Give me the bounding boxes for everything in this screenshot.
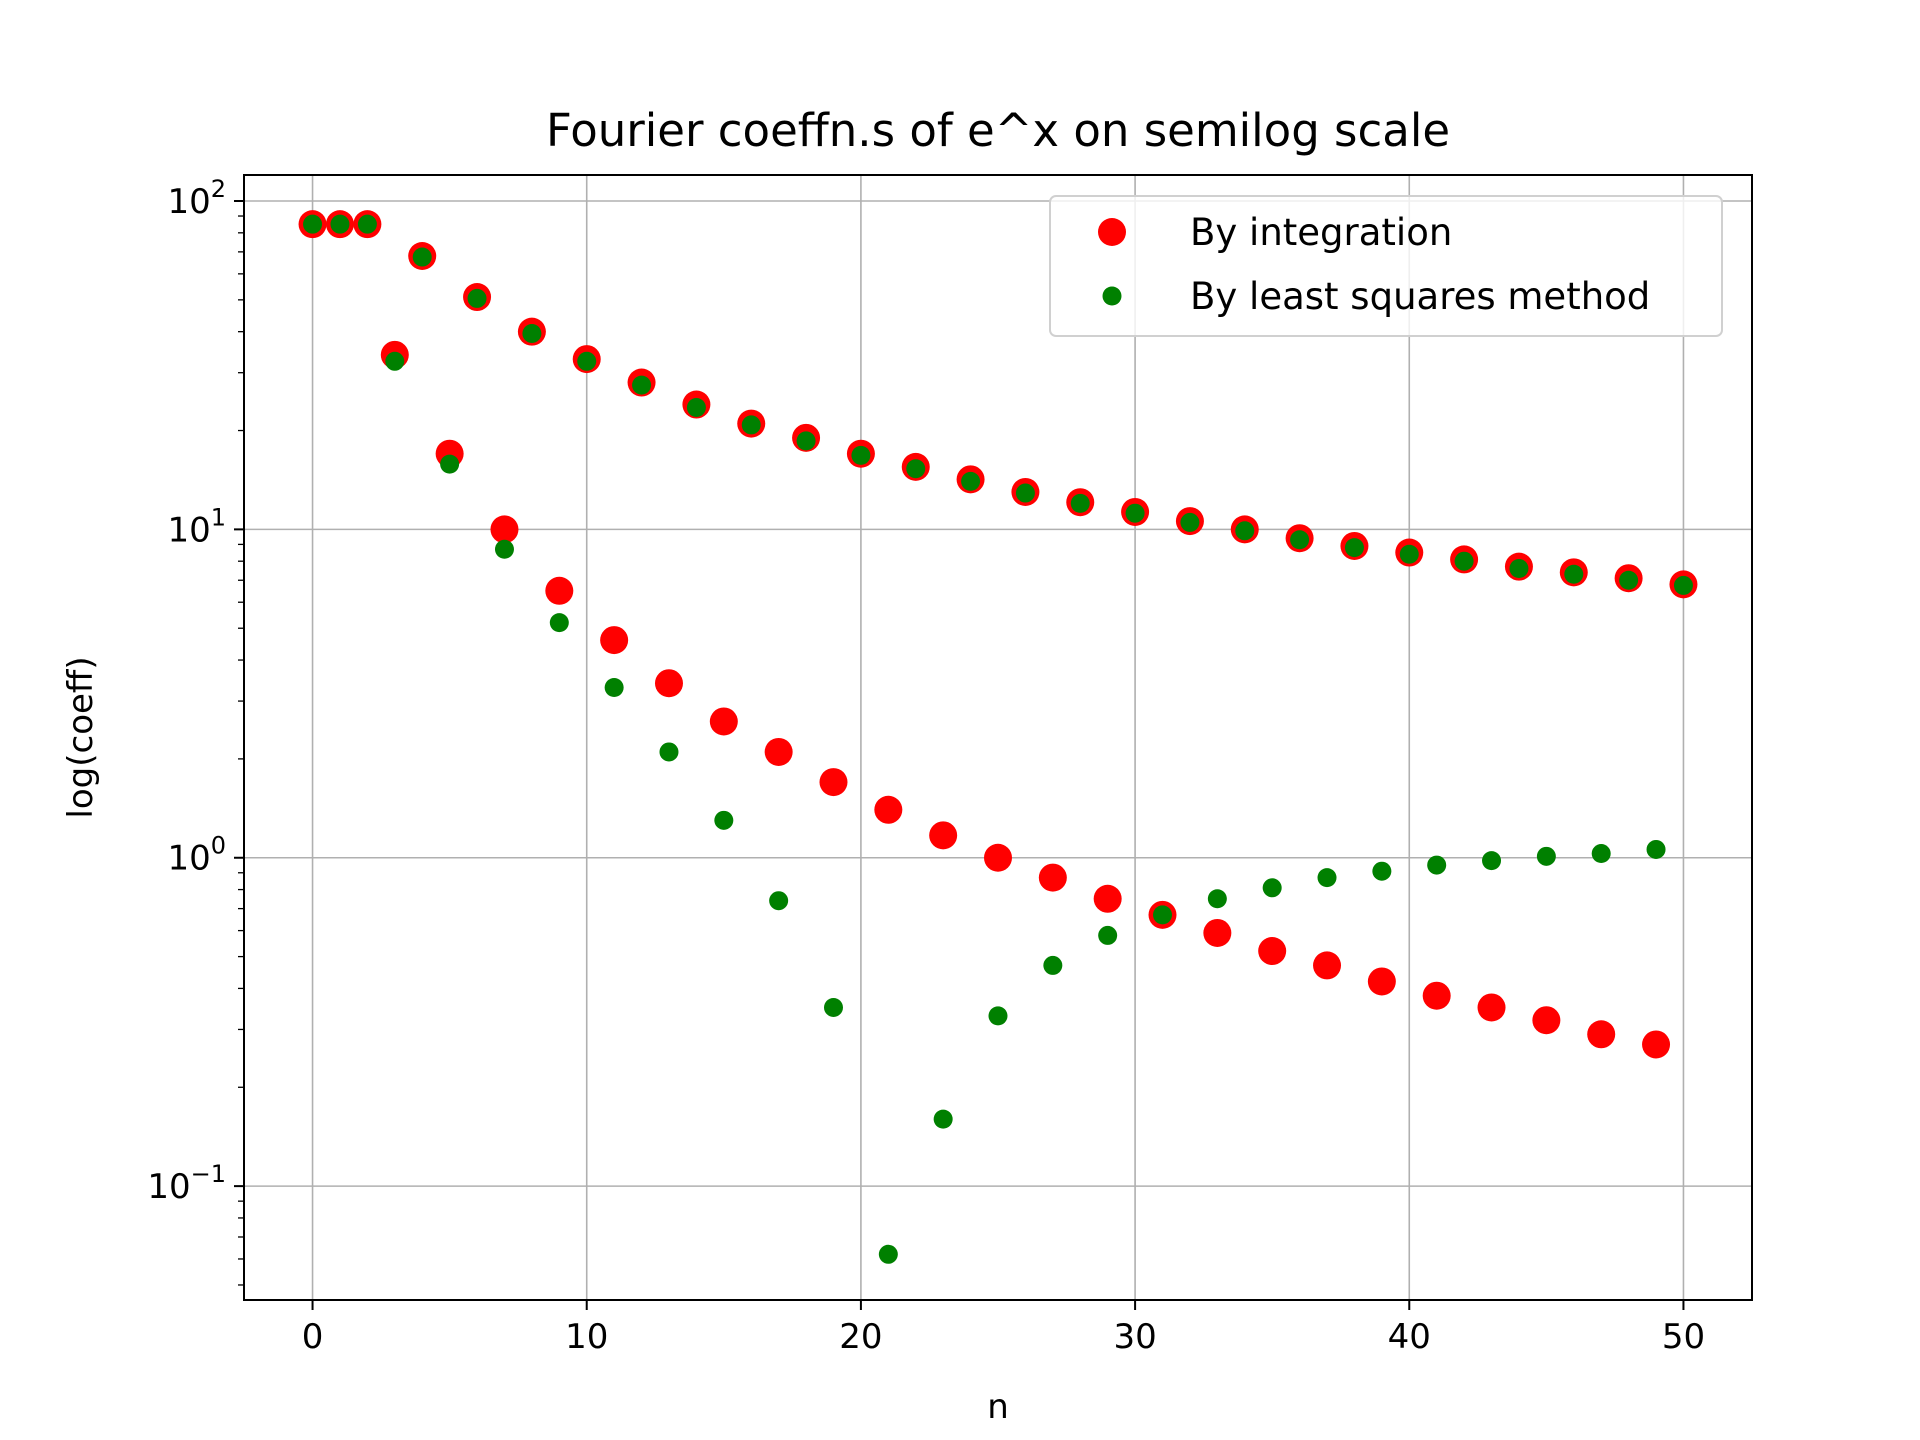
least-squares-point xyxy=(467,288,487,308)
legend: By integration By least squares method xyxy=(1049,195,1723,337)
chart-title: Fourier coeffn.s of e^x on semilog scale xyxy=(546,104,1450,157)
x-tick-label: 30 xyxy=(1113,1317,1156,1357)
y-axis-label: log(coeff) xyxy=(61,656,101,818)
least-squares-point xyxy=(440,454,460,474)
least-squares-point xyxy=(961,471,981,491)
least-squares-point xyxy=(1098,925,1118,945)
least-squares-point xyxy=(714,810,734,830)
legend-label: By integration xyxy=(1190,211,1452,254)
least-squares-point xyxy=(1372,861,1392,881)
integration-point xyxy=(1642,1030,1671,1059)
axis-ticks: 0 10 20 30 40 50 10−1 100 101 102 xyxy=(147,175,1705,1357)
least-squares-point xyxy=(1427,855,1447,875)
x-tick-label: 20 xyxy=(839,1317,882,1357)
least-squares-point xyxy=(604,677,624,697)
least-squares-point xyxy=(1262,878,1282,898)
x-axis-label: n xyxy=(987,1387,1009,1427)
least-squares-point xyxy=(878,1244,898,1264)
least-squares-point xyxy=(549,613,569,633)
least-squares-point xyxy=(1536,846,1556,866)
least-squares-point xyxy=(988,1006,1008,1026)
integration-point xyxy=(929,821,958,850)
integration-point xyxy=(984,843,1012,872)
x-tick-label: 40 xyxy=(1388,1317,1431,1357)
least-squares-point xyxy=(906,459,926,479)
least-squares-point xyxy=(357,214,377,234)
integration-point xyxy=(819,768,848,797)
integration-point xyxy=(764,737,793,766)
least-squares-point xyxy=(330,214,350,234)
integration-point xyxy=(545,576,574,605)
y-tick-label: 102 xyxy=(167,175,226,222)
integration-point xyxy=(1422,981,1451,1010)
integration-point xyxy=(1203,918,1232,947)
x-tick-label: 0 xyxy=(302,1317,324,1357)
least-squares-point xyxy=(933,1109,953,1129)
integration-point xyxy=(874,795,903,824)
least-squares-point xyxy=(1207,889,1227,909)
legend-label: By least squares method xyxy=(1190,275,1650,318)
integration-point xyxy=(709,707,738,736)
least-squares-point xyxy=(1482,851,1502,871)
legend-marker xyxy=(1102,286,1122,306)
integration-point xyxy=(1093,884,1122,913)
integration-point xyxy=(1313,951,1342,980)
least-squares-point xyxy=(1015,483,1035,503)
least-squares-point xyxy=(659,742,679,762)
integration-point xyxy=(600,626,629,655)
least-squares-point xyxy=(686,398,706,418)
legend-box xyxy=(1049,195,1723,337)
integration-point xyxy=(1258,937,1287,966)
least-squares-point xyxy=(1619,570,1639,590)
least-squares-point xyxy=(796,431,816,451)
plot-frame xyxy=(243,174,1753,1301)
least-squares-point xyxy=(1153,905,1173,925)
least-squares-point xyxy=(769,891,789,911)
least-squares-point xyxy=(1564,564,1584,584)
least-squares-point xyxy=(823,997,843,1017)
least-squares-point xyxy=(1290,530,1310,550)
least-squares-point xyxy=(1344,538,1364,558)
least-squares-point xyxy=(1509,559,1529,579)
least-squares-point xyxy=(741,415,761,435)
y-tick-label: 101 xyxy=(167,503,226,550)
least-squares-point xyxy=(1235,521,1255,541)
least-squares-point xyxy=(1317,868,1337,888)
integration-point xyxy=(1367,967,1396,996)
data-points xyxy=(298,210,1698,1264)
least-squares-point xyxy=(1125,503,1145,523)
least-squares-point xyxy=(1454,551,1474,571)
least-squares-point xyxy=(1399,544,1419,564)
least-squares-point xyxy=(522,323,542,343)
y-tick-label: 100 xyxy=(167,832,226,879)
legend-marker xyxy=(1098,218,1126,246)
x-tick-label: 50 xyxy=(1662,1317,1705,1357)
least-squares-point xyxy=(1180,512,1200,532)
least-squares-point xyxy=(851,445,871,465)
least-squares-point xyxy=(632,375,652,395)
least-squares-point xyxy=(412,247,432,267)
least-squares-point xyxy=(385,351,405,371)
least-squares-point xyxy=(1043,955,1063,975)
least-squares-point xyxy=(1591,844,1611,864)
integration-point xyxy=(490,515,519,544)
integration-point xyxy=(1477,993,1506,1022)
least-squares-point xyxy=(494,539,514,559)
x-tick-label: 10 xyxy=(565,1317,608,1357)
least-squares-point xyxy=(577,351,597,371)
integration-point xyxy=(1532,1006,1561,1035)
integration-point xyxy=(1587,1020,1616,1049)
least-squares-point xyxy=(1070,493,1090,513)
least-squares-point xyxy=(1646,839,1666,859)
integration-point xyxy=(1038,863,1067,892)
least-squares-point xyxy=(1673,575,1693,595)
integration-point xyxy=(654,669,683,698)
y-tick-label: 10−1 xyxy=(147,1160,226,1207)
least-squares-point xyxy=(303,214,323,234)
